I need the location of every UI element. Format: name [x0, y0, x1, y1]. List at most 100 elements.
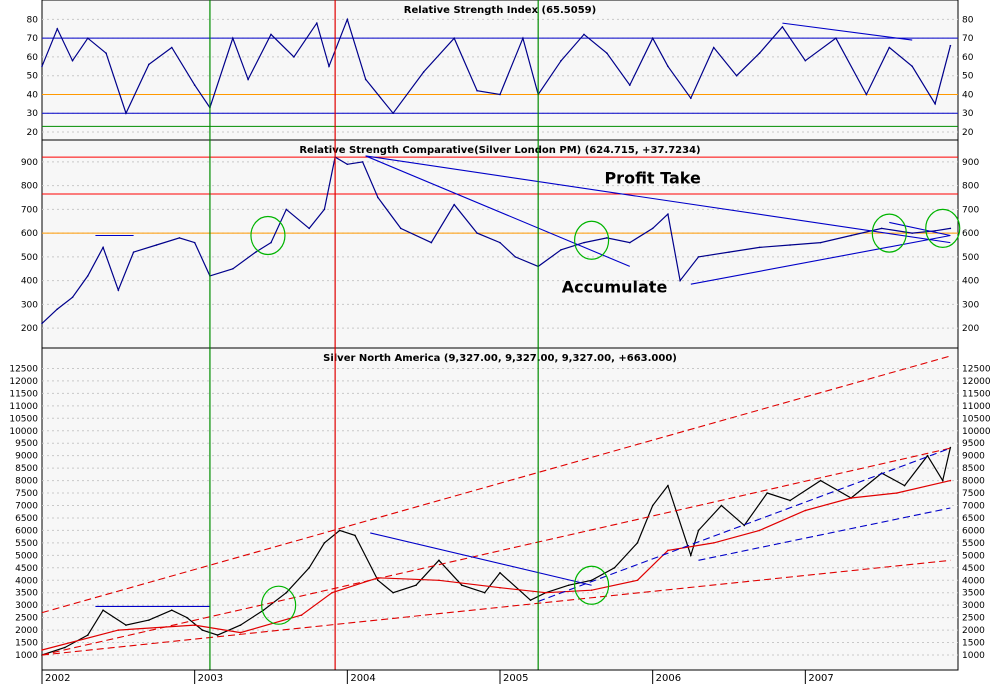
data-point [125, 112, 127, 115]
data-point [364, 78, 367, 81]
data-point [132, 251, 135, 253]
trendline [537, 447, 951, 602]
data-point [613, 567, 616, 569]
trendline [41, 559, 951, 656]
y-tick-label-right: 900 [962, 158, 979, 168]
data-point [377, 196, 379, 199]
data-point [679, 279, 681, 282]
y-tick-label-left: 2000 [15, 626, 38, 636]
y-tick-label-left: 60 [27, 53, 39, 63]
data-point [606, 237, 608, 239]
y-tick-label-right: 200 [962, 324, 979, 334]
highlight-circle [250, 215, 286, 256]
y-tick-label-right: 600 [962, 229, 979, 239]
y-tick-label-right: 2500 [962, 614, 985, 624]
annotation-label: Profit Take [604, 168, 701, 187]
y-tick-label-left: 12000 [9, 377, 38, 387]
data-point [377, 579, 379, 582]
y-tick-label-left: 3500 [15, 589, 38, 599]
data-point [483, 591, 486, 594]
y-tick-label-right: 8000 [962, 477, 985, 487]
data-point [949, 44, 952, 47]
y-tick-label-left: 70 [27, 34, 39, 44]
data-point [270, 241, 272, 244]
data-point [667, 213, 669, 215]
data-point [690, 97, 692, 100]
y-tick-label-right: 10500 [962, 414, 991, 424]
y-tick-label-right: 30 [962, 109, 974, 119]
data-point [499, 93, 501, 96]
data-point [232, 37, 234, 39]
data-point [117, 289, 120, 291]
data-point [651, 504, 654, 507]
data-point [667, 484, 669, 487]
data-point [934, 103, 936, 105]
y-tick-label-left: 300 [21, 300, 38, 310]
data-point [911, 65, 913, 68]
panel-1: 20 20 30 30 40 40 50 50 60 60 70 70 80 80 Relative Str… [27, 0, 974, 141]
data-point [193, 241, 196, 244]
data-point [148, 63, 150, 66]
y-tick-label-right: 50 [962, 72, 974, 82]
data-point [835, 37, 837, 39]
data-point [499, 571, 501, 574]
data-point [71, 296, 74, 299]
data-point [766, 492, 768, 494]
data-point [628, 84, 631, 86]
data-point [186, 616, 188, 619]
y-tick-label-left: 30 [27, 109, 39, 119]
data-point [949, 479, 952, 482]
data-point [789, 244, 791, 246]
y-tick-label-right: 6000 [962, 526, 985, 536]
plot-area [41, 0, 959, 141]
data-point [102, 609, 104, 611]
y-tick-label-left: 5000 [15, 551, 38, 561]
data-point [545, 591, 547, 594]
data-point [392, 591, 394, 594]
data-point [41, 65, 43, 68]
data-point [105, 52, 107, 54]
data-point [560, 59, 562, 62]
data-point [87, 275, 89, 277]
data-point [64, 646, 66, 649]
data-point [201, 629, 204, 631]
data-point [941, 479, 944, 482]
data-point [102, 246, 104, 249]
y-tick-label-right: 5500 [962, 539, 985, 549]
y-tick-label-left: 40 [27, 90, 39, 100]
data-point [392, 112, 394, 115]
y-tick-label-right: 40 [962, 90, 974, 100]
y-tick-label-right: 11500 [962, 389, 991, 399]
y-tick-label-left: 20 [27, 128, 39, 138]
plot-area [41, 139, 959, 349]
data-point [590, 579, 593, 582]
data-point [331, 591, 333, 594]
y-tick-label-left: 8000 [15, 477, 38, 487]
data-point [903, 484, 906, 487]
y-tick-label-right: 400 [962, 277, 979, 287]
data-point [438, 559, 440, 562]
data-point [697, 529, 700, 532]
data-point [560, 248, 562, 251]
y-tick-label-right: 4500 [962, 564, 985, 574]
data-point [583, 241, 585, 244]
data-point [71, 59, 74, 62]
data-point [628, 241, 631, 244]
y-tick-label-right: 9000 [962, 452, 985, 462]
x-tick-label: 2002 [45, 673, 70, 684]
data-point [354, 534, 356, 537]
data-point [651, 227, 654, 230]
y-tick-label-left: 900 [21, 158, 38, 168]
data-point [567, 584, 570, 587]
data-point [529, 599, 532, 601]
data-point [346, 18, 349, 21]
data-point [697, 256, 700, 258]
y-tick-label-right: 20 [962, 128, 974, 138]
data-point [728, 251, 730, 253]
y-tick-label-right: 700 [962, 205, 979, 215]
data-point [178, 237, 181, 239]
data-point [247, 78, 249, 81]
data-point [453, 37, 456, 39]
y-tick-label-right: 2000 [962, 626, 985, 636]
